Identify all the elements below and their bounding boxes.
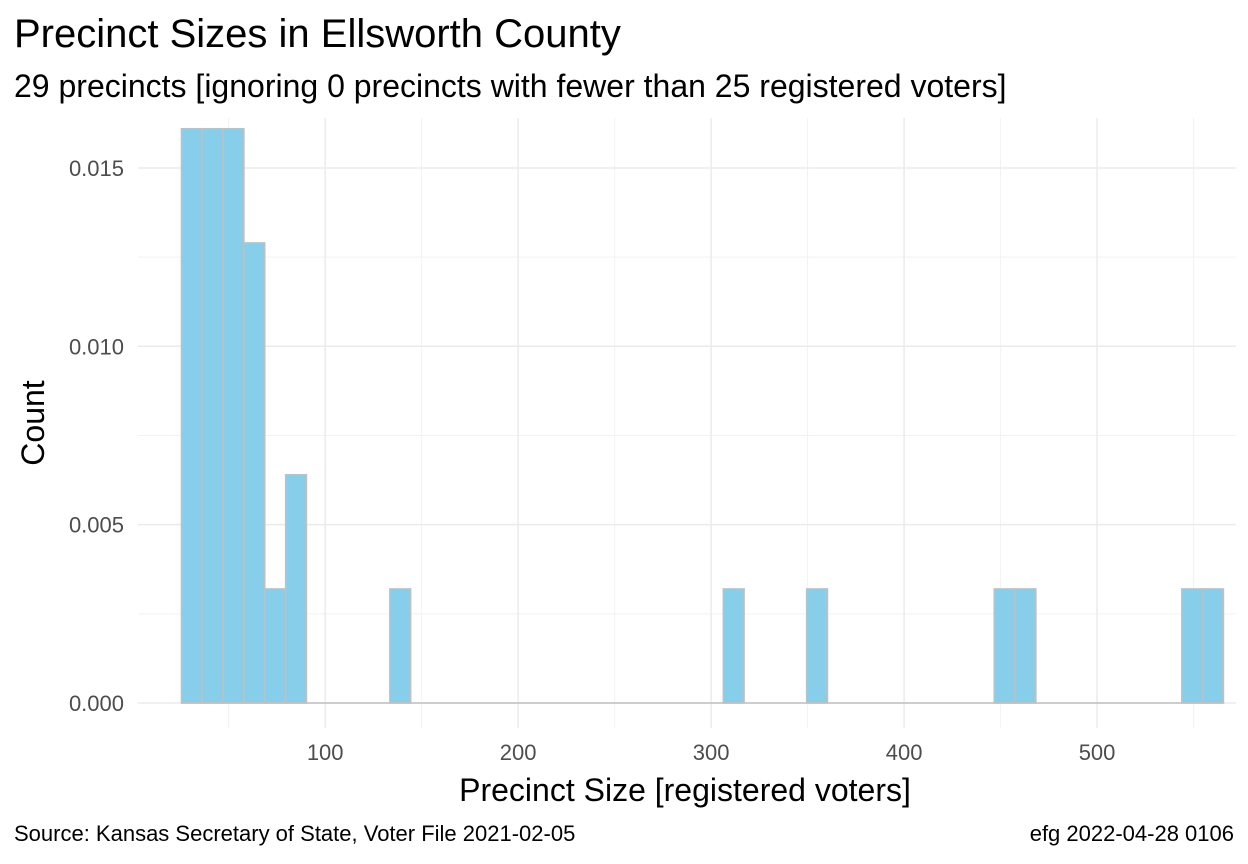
x-tick-label: 300 [693,740,730,765]
y-tick-label: 0.000 [69,691,124,716]
x-tick-label: 200 [500,740,537,765]
y-tick-label: 0.010 [69,334,124,359]
histogram-bar [180,127,204,704]
histogram-bar [805,588,829,704]
x-tick-label: 400 [886,740,923,765]
histogram-bar [243,242,266,704]
histogram-bar [722,588,745,704]
source-caption: Source: Kansas Secretary of State, Voter… [14,821,576,846]
grid-lines [138,118,1236,728]
axis-tick-labels: 100 200 300 400 500 0.000 0.005 0.010 0.015 [69,156,1115,765]
histogram-bar [993,588,1016,704]
y-tick-label: 0.015 [69,156,124,181]
y-axis-title: Count [15,380,51,466]
histogram-bar [1014,588,1037,704]
histogram-bar [201,127,224,704]
x-tick-label: 100 [307,740,344,765]
chart-subtitle: 29 precincts [ignoring 0 precincts with … [14,68,1007,104]
x-tick-label: 500 [1079,740,1116,765]
histogram-bar [389,588,412,704]
x-axis-title: Precinct Size [registered voters] [459,772,911,808]
histogram-bars [180,127,1225,704]
credit-caption: efg 2022-04-28 0106 [1029,821,1234,846]
y-tick-label: 0.005 [69,513,124,538]
chart-title: Precinct Sizes in Ellsworth County [14,12,621,56]
histogram-bar [284,473,308,704]
histogram-bar [264,588,287,704]
histogram-bar [222,127,245,704]
histogram-bar [1201,588,1225,704]
histogram-bar [1181,588,1204,704]
